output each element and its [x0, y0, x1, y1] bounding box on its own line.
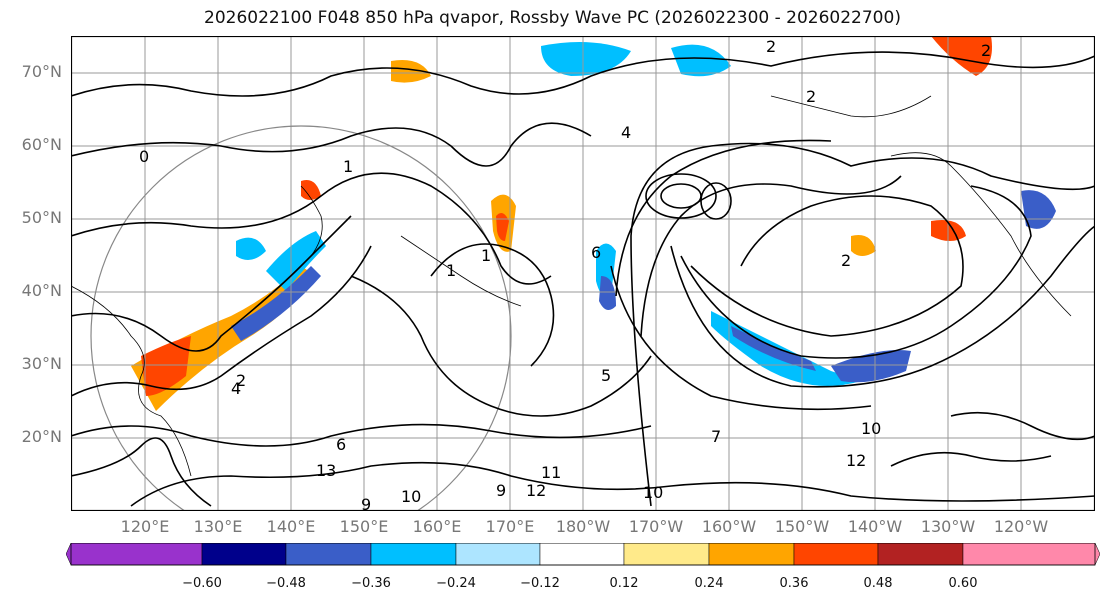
colorbar-segment: [623, 543, 710, 566]
colorbar-segment: [708, 543, 795, 566]
colorbar: [66, 543, 1100, 566]
lat-label-40: 40°N: [21, 281, 62, 300]
contour-label: 2: [806, 87, 816, 106]
contour-label: 1: [446, 261, 456, 280]
map-frame: [71, 36, 1095, 511]
colorbar-segment: [539, 543, 625, 566]
lon-label-140w: 140°W: [847, 517, 903, 536]
colorbar-segment: [370, 543, 457, 566]
contour-label: 9: [361, 495, 371, 511]
contour-label: 2: [236, 371, 246, 390]
contour-label: 6: [591, 243, 601, 262]
colorbar-tick: −0.48: [266, 576, 306, 591]
contour-label: 2: [841, 251, 851, 270]
map-title: 2026022100 F048 850 hPa qvapor, Rossby W…: [204, 8, 901, 28]
contour-label: 13: [316, 461, 336, 480]
colorbar-segment: [962, 543, 1100, 566]
lat-label-20: 20°N: [21, 427, 62, 446]
lat-label-70: 70°N: [21, 62, 62, 81]
lon-label-130w: 130°W: [920, 517, 976, 536]
contour-label: 6: [336, 435, 346, 454]
map-panel: 2 2 2 2 0 1 1 1 6 4 2 10 12 11 12 10 13 …: [71, 36, 1095, 511]
reference-circle: [90, 125, 512, 511]
low-centers: [645, 173, 732, 220]
lon-label-150e: 150°E: [339, 517, 389, 536]
contour-label: 10: [643, 483, 663, 502]
colorbar-tick: 0.36: [779, 576, 809, 591]
lon-label-120w: 120°W: [993, 517, 1049, 536]
contour-label: 10: [861, 419, 881, 438]
lon-label-120e: 120°E: [120, 517, 170, 536]
contour-label: 4: [621, 123, 631, 142]
contour-label: 7: [711, 427, 721, 446]
colorbar-segment: [66, 543, 203, 566]
coastlines: [71, 95, 1072, 477]
contour-label: 0: [139, 147, 149, 166]
lon-label-160w: 160°W: [701, 517, 757, 536]
lon-label-170w: 170°W: [628, 517, 684, 536]
colorbar-tick: 0.24: [694, 576, 724, 591]
lon-label-170e: 170°E: [485, 517, 535, 536]
graticule: [71, 36, 1095, 511]
contour-label: 2: [766, 37, 776, 56]
colorbar-tick: −0.12: [520, 576, 560, 591]
contour-label: 2: [981, 41, 991, 60]
contour-label: 11: [541, 463, 561, 482]
colorbar-segment: [201, 543, 287, 566]
contour-label: 1: [481, 246, 491, 265]
lon-label-150w: 150°W: [774, 517, 830, 536]
colorbar-tick: 0.48: [863, 576, 893, 591]
colorbar-tick: −0.36: [351, 576, 391, 591]
colorbar-segment: [285, 543, 372, 566]
lon-label-180w: 180°W: [555, 517, 611, 536]
contour-label: 5: [601, 366, 611, 385]
colorbar-tick: 0.60: [948, 576, 978, 591]
qvapor-contours: [71, 51, 1095, 507]
lon-label-140e: 140°E: [266, 517, 316, 536]
contour-label: 12: [526, 481, 546, 500]
contour-label: 4: [231, 379, 241, 398]
colorbar-tick: 0.12: [609, 576, 639, 591]
lat-label-60: 60°N: [21, 135, 62, 154]
colorbar-frame: [70, 543, 1096, 566]
contour-label: 12: [846, 451, 866, 470]
colorbar-tick: −0.60: [182, 576, 222, 591]
lon-label-130e: 130°E: [193, 517, 243, 536]
colorbar-segment: [455, 543, 541, 566]
colorbar-segments: [66, 543, 1100, 566]
lat-label-50: 50°N: [21, 208, 62, 227]
contour-label: 10: [401, 487, 421, 506]
contour-label-group: 2 2 2 2 0 1 1 1 6 4 2 10 12 11 12 10 13 …: [139, 37, 991, 511]
colorbar-segment: [793, 543, 879, 566]
contour-label: 9: [496, 481, 506, 500]
lat-label-30: 30°N: [21, 354, 62, 373]
colorbar-segment: [877, 543, 964, 566]
contour-label: 1: [343, 157, 353, 176]
lon-label-160e: 160°E: [412, 517, 462, 536]
colorbar-tick: −0.24: [436, 576, 476, 591]
